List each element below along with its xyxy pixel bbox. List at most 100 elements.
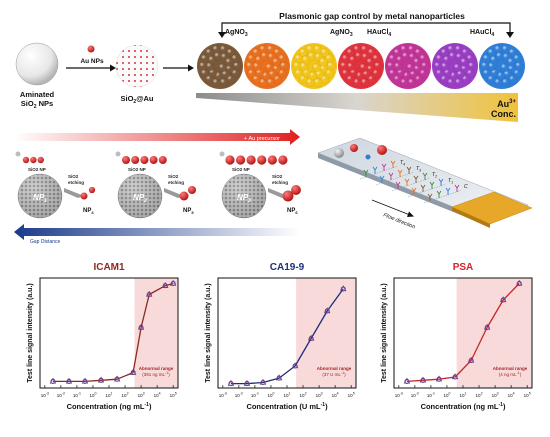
output-np: [187, 185, 197, 195]
test-line-label: T4: [400, 160, 405, 167]
conjugate-np-2: [350, 144, 358, 152]
bimetallic-sphere-row: [197, 43, 525, 89]
absorbent-pad: [451, 191, 533, 225]
x-tick-label: 103: [316, 392, 323, 399]
x-tick-label: 100: [89, 392, 96, 399]
x-tick-label: 10-1: [251, 392, 259, 399]
antibody-icon: [390, 160, 396, 168]
output-np: [179, 191, 189, 201]
antibody-icon: [445, 187, 451, 195]
au-precursor-arrow: [14, 129, 300, 145]
abnormal-range-title: Abnormal range: [493, 366, 528, 371]
data-point-square: [277, 376, 281, 381]
test-line: [375, 171, 415, 186]
chart-icam1: ICAM1 Test line signal intensity (a.u.) 10…: [27, 262, 179, 411]
test-line: [423, 189, 463, 204]
au-np-seed: [267, 155, 277, 165]
reagent-agno3-2: AgNO3: [330, 29, 353, 38]
au-conc-label: Au3+: [497, 99, 516, 109]
etching-label: SiO2: [68, 174, 79, 179]
test-line-label: T1: [448, 178, 453, 185]
panel-a-title: Plasmonic gap control by metal nanoparti…: [279, 11, 465, 21]
y-axis-label: Test line signal intensity (a.u.): [27, 283, 34, 382]
chart-title: CA19-9: [270, 262, 305, 273]
y-axis-label: Test line signal intensity (a.u.): [381, 283, 388, 382]
au-np-seed: [122, 156, 130, 164]
fit-curve: [230, 288, 344, 385]
abnormal-range-value: (391 ng mL-1): [142, 371, 170, 377]
data-point-square: [99, 378, 103, 383]
abnormal-range-title: Abnormal range: [139, 366, 174, 371]
x-axis-label: Concentration (ng mL-1): [67, 402, 152, 411]
x-tick-label: 101: [106, 392, 113, 399]
chart-psa: PSA Test line signal intensity (a.u.) 10-3…: [381, 262, 533, 411]
au-precursor-label: + Au precursor: [244, 136, 280, 142]
antibody-icon: [388, 172, 394, 180]
flow-arrow: [371, 199, 411, 216]
x-tick-label: 100: [267, 392, 274, 399]
chart-title: PSA: [453, 262, 474, 273]
data-point-circle: [170, 280, 176, 287]
x-tick-label: 102: [476, 392, 483, 399]
data-point-circle: [436, 376, 442, 382]
np-label: NP3: [237, 193, 251, 204]
arrow-to-spheres-head: [188, 64, 194, 72]
antibody-icon: [404, 178, 410, 186]
panel-b: + Au precursor SiO2 NPNP1SiO2etchingNP4S…: [14, 129, 301, 245]
data-point-square: [421, 378, 425, 383]
data-point-circle: [82, 378, 88, 384]
aminated-label-line2: SiO2 NPs: [21, 99, 53, 110]
x-tick-label: 105: [348, 392, 355, 399]
antibody-icon: [397, 169, 403, 177]
antibody-icon: [379, 175, 385, 183]
au-np-seed: [131, 156, 140, 164]
au-np-seed: [30, 156, 37, 164]
bracket-arrow-head-right: [506, 32, 514, 38]
au-np-seed: [225, 155, 235, 165]
au-np-seed: [235, 155, 246, 165]
antibody-icon: [411, 187, 417, 195]
data-point-circle: [130, 370, 136, 376]
antibody-icon: [429, 181, 435, 189]
data-point-circle: [50, 378, 56, 384]
data-point-square: [131, 370, 136, 375]
etching-arrow: [164, 188, 184, 198]
etching-label: SiO2: [272, 174, 283, 179]
data-point-square: [83, 379, 87, 384]
sio2-np-label: SiO2 NP: [28, 167, 46, 172]
au-np-seed: [278, 155, 288, 165]
x-axis-label: Concentration (U mL-1): [246, 402, 328, 411]
data-point-square: [309, 336, 314, 341]
x-tick-label: 105: [170, 392, 177, 399]
data-point-square: [293, 364, 298, 368]
x-tick-label: 102: [122, 392, 129, 399]
au-np-seed: [22, 156, 30, 164]
output-np: [88, 186, 96, 194]
x-tick-label: 10-3: [395, 392, 403, 399]
panel-a: Plasmonic gap control by metal nanoparti…: [15, 11, 525, 122]
np-label: NP2: [133, 193, 147, 204]
data-point-circle: [308, 335, 314, 342]
x-tick-label: 103: [492, 392, 499, 399]
bracket-arrow-head-left: [218, 32, 226, 38]
au-np-seed: [149, 156, 158, 164]
output-np: [80, 192, 88, 200]
data-point-circle: [420, 377, 426, 383]
data-point-circle: [484, 324, 490, 331]
x-tick-label: 10-1: [427, 392, 435, 399]
au-np-seed: [257, 155, 267, 165]
aminated-label-line1: Aminated: [20, 90, 55, 99]
chart-title: ICAM1: [93, 262, 125, 273]
data-point-square: [261, 380, 265, 385]
np-label: NP1: [33, 193, 47, 204]
data-point-circle: [452, 374, 458, 380]
data-point-circle: [114, 376, 120, 382]
abnormal-range-region: [296, 278, 356, 388]
bimetallic-sphere-7: [479, 43, 525, 89]
sio2au-label: SiO2@Au: [120, 94, 153, 105]
test-line-label: T3: [416, 166, 421, 173]
gap-distance-label: Gap Distance: [30, 239, 61, 245]
data-point-square: [437, 377, 441, 382]
